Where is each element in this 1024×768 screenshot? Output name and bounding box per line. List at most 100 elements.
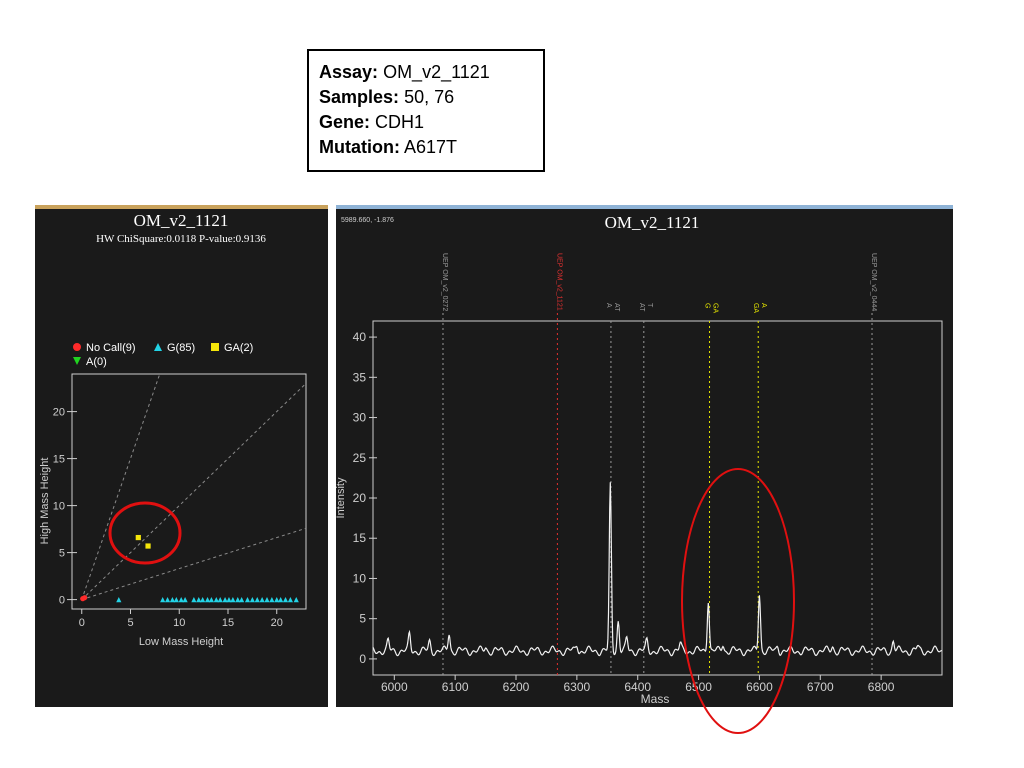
- spectrum-y-axis-label: Intensity: [336, 477, 347, 518]
- mass-tick-label-6800: 6800: [868, 680, 895, 694]
- assay-label: Assay:: [319, 62, 379, 82]
- point-g-85-26: [278, 597, 284, 603]
- spectrum-chart-title: OM_v2_1121: [605, 213, 700, 232]
- cluster-guide-line-0: [81, 373, 161, 600]
- cluster-guide-line-1: [81, 383, 307, 600]
- samples-value: 50, 76: [404, 87, 455, 107]
- point-g-85-1: [160, 597, 166, 603]
- y-tick-label-5: 5: [59, 548, 65, 560]
- point-g-85-7: [191, 597, 197, 603]
- point-g-85-10: [204, 597, 211, 603]
- point-g-85-6: [182, 597, 188, 603]
- cluster-panel-titlebar: [35, 205, 328, 209]
- gene-value: CDH1: [375, 112, 425, 132]
- cluster-plot-panel[interactable]: OM_v2_1121 HW ChiSquare:0.0118 P-value:0…: [35, 205, 328, 707]
- marker-label-6-0: UEP OM_v2_0444: [870, 253, 877, 311]
- point-g-85-8: [196, 597, 202, 603]
- point-g-85-22: [259, 597, 265, 603]
- legend-label-g-85: G(85): [167, 342, 195, 354]
- point-g-85-4: [173, 597, 179, 603]
- marker-label-3-1: T: [646, 303, 653, 308]
- y-tick-label-15: 15: [53, 454, 65, 466]
- cluster-x-axis-label: Low Mass Height: [139, 636, 223, 648]
- point-g-85-19: [244, 597, 251, 603]
- point-g-85-29: [293, 597, 299, 603]
- cluster-legend: No Call(9) G(85) GA(2) A(0): [73, 342, 253, 368]
- marker-label-4-1: GA: [712, 303, 719, 313]
- intensity-tick-label-10: 10: [353, 571, 367, 585]
- point-g-85-9: [200, 597, 206, 603]
- legend-label-ga-2: GA(2): [224, 342, 253, 354]
- y-tick-label-0: 0: [59, 595, 65, 607]
- point-g-85-17: [235, 597, 241, 603]
- mass-spectrum-chart[interactable]: 5989.660, -1.876 OM_v2_1121 6000 6100 6200…: [336, 205, 953, 707]
- point-g-85-24: [269, 597, 275, 603]
- x-tick-label-5: 5: [127, 617, 133, 629]
- marker-label-0-0: UEP OM_v2_0272: [441, 253, 448, 311]
- point-ga-2-1: [145, 543, 151, 549]
- marker-label-2-1: AT: [613, 303, 620, 312]
- cluster-scatter-chart[interactable]: OM_v2_1121 HW ChiSquare:0.0118 P-value:0…: [35, 205, 328, 707]
- cluster-chart-title: OM_v2_1121: [134, 211, 229, 230]
- legend-marker-g-85: [154, 343, 162, 351]
- y-tick-label-20: 20: [53, 407, 65, 419]
- assay-info-box: Assay: OM_v2_1121 Samples: 50, 76 Gene: …: [307, 49, 545, 172]
- marker-label-5-1: A: [760, 303, 767, 308]
- point-no-call-9-1: [82, 595, 88, 601]
- marker-label-3-0: AT: [638, 303, 645, 312]
- cluster-y-axis-label: High Mass Height: [39, 458, 51, 545]
- spectrum-panel-titlebar: [336, 205, 953, 209]
- legend-label-a-0: A(0): [86, 356, 107, 368]
- mutation-label: Mutation:: [319, 137, 400, 157]
- mass-tick-label-6400: 6400: [624, 680, 651, 694]
- cluster-chart-subtitle: HW ChiSquare:0.0118 P-value:0.9136: [96, 233, 266, 245]
- mass-tick-label-6000: 6000: [381, 680, 408, 694]
- gene-row: Gene: CDH1: [319, 110, 533, 135]
- point-g-85-3: [169, 597, 176, 603]
- point-g-85-25: [274, 597, 280, 603]
- legend-marker-no-call-9: [73, 343, 81, 351]
- legend-marker-ga-2: [211, 343, 219, 351]
- point-ga-2-0: [135, 534, 141, 541]
- intensity-tick-label-20: 20: [353, 491, 367, 505]
- point-g-85-5: [178, 597, 184, 603]
- cluster-plot-area: 0 5 10 15 20 0 5 10 15 20: [53, 373, 307, 629]
- spectrum-plot-frame: [372, 320, 943, 676]
- point-g-85-12: [213, 597, 219, 603]
- point-g-85-15: [226, 597, 232, 603]
- point-g-85-23: [264, 597, 270, 603]
- x-tick-label-10: 10: [173, 617, 185, 629]
- intensity-tick-label-15: 15: [353, 531, 367, 545]
- mutation-value: A617T: [404, 137, 458, 157]
- samples-row: Samples: 50, 76: [319, 85, 533, 110]
- marker-label-2-0: A: [605, 303, 612, 308]
- assay-row: Assay: OM_v2_1121: [319, 60, 533, 85]
- mass-tick-label-6100: 6100: [442, 680, 469, 694]
- mass-tick-label-6500: 6500: [685, 680, 712, 694]
- point-g-85-21: [254, 597, 260, 603]
- marker-label-5-0: GA: [752, 303, 759, 313]
- assay-value: OM_v2_1121: [383, 62, 490, 82]
- y-tick-label-10: 10: [53, 501, 65, 513]
- spectrum-trace: [372, 482, 943, 657]
- point-g-85-27: [282, 597, 289, 603]
- mass-tick-label-6600: 6600: [746, 680, 773, 694]
- spectrum-panel[interactable]: 5989.660, -1.876 OM_v2_1121 6000 6100 6200…: [336, 205, 953, 707]
- cluster-guide-line-2: [81, 527, 307, 601]
- intensity-tick-label-0: 0: [359, 652, 366, 666]
- intensity-tick-label-5: 5: [359, 612, 366, 626]
- mutation-row: Mutation: A617T: [319, 135, 533, 160]
- spectrum-plot-area: 6000 6100 6200 6300 6400 6500 6600 6700 6800 0 5 10…: [353, 253, 943, 694]
- point-g-85-2: [164, 597, 171, 603]
- point-g-85-13: [217, 597, 223, 603]
- point-g-85-16: [230, 597, 236, 603]
- point-g-85-18: [239, 597, 245, 603]
- marker-label-4-0: G: [704, 303, 711, 308]
- legend-marker-a-0: [73, 357, 81, 365]
- x-tick-label-20: 20: [271, 617, 283, 629]
- x-tick-label-15: 15: [222, 617, 234, 629]
- point-g-85-20: [249, 597, 255, 603]
- spectrum-x-axis-label: Mass: [641, 692, 670, 706]
- point-g-85-0: [116, 597, 122, 603]
- point-g-85-11: [208, 597, 215, 603]
